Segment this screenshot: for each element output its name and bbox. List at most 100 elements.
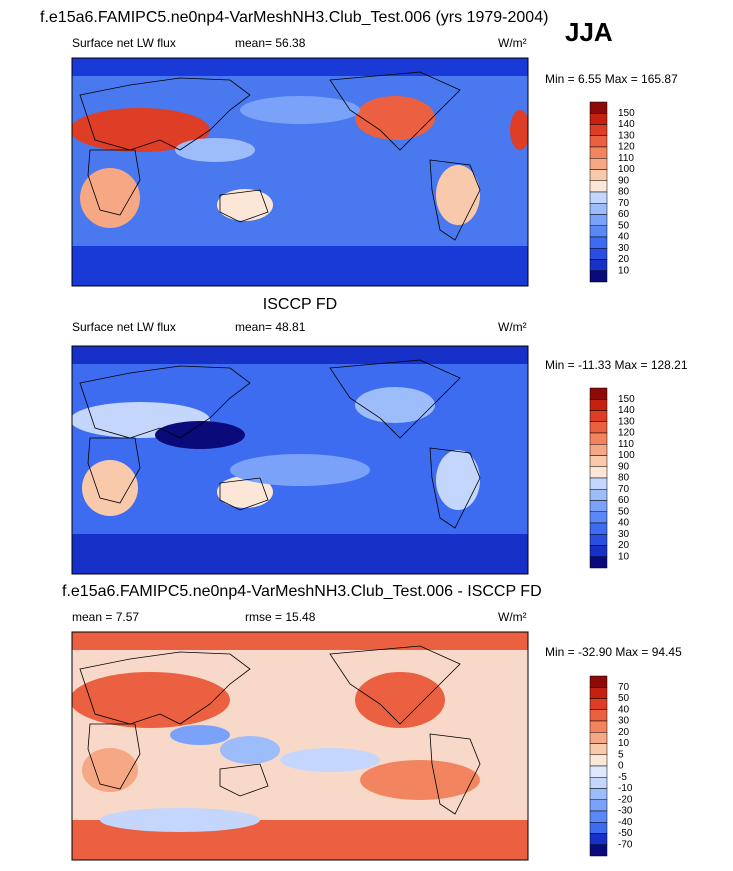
colorbar-label: -5 [618, 772, 627, 783]
colorbar-label: -30 [618, 806, 633, 817]
colorbar-box [589, 698, 608, 710]
colorbar-box [589, 455, 608, 467]
colorbar-label: 10 [618, 551, 630, 562]
field-region [436, 450, 480, 510]
colorbar-box [589, 545, 608, 557]
colorbar-label: 150 [618, 108, 635, 119]
colorbar-box [589, 743, 608, 755]
colorbar-box [589, 124, 608, 136]
coastline [429, 159, 481, 241]
colorbar-box [589, 432, 608, 445]
coastline [87, 437, 141, 504]
colorbar-label: 70 [618, 484, 630, 495]
field-region [82, 748, 138, 792]
colorbar-box [589, 687, 608, 699]
colorbar-box [589, 259, 608, 271]
colorbar-box [589, 810, 608, 823]
colorbar-label: 20 [618, 254, 630, 265]
panel-title: ISCCP FD [263, 296, 337, 313]
colorbar-label: 80 [618, 473, 630, 484]
colorbar-label: 90 [618, 175, 630, 186]
units-label: W/m² [498, 36, 527, 50]
field-region [510, 110, 528, 150]
field-region [72, 108, 210, 152]
center-label: mean= 48.81 [235, 320, 306, 334]
map-frame [71, 57, 529, 287]
map [71, 345, 529, 575]
field-region [100, 808, 260, 832]
colorbar-label: 50 [618, 220, 630, 231]
colorbar-box [589, 180, 608, 193]
polar-band [72, 534, 528, 574]
map-field [72, 632, 528, 860]
coastline [219, 477, 269, 511]
colorbar-label: 60 [618, 209, 630, 220]
coastline [219, 763, 269, 797]
field-region [220, 736, 280, 764]
polar-band [72, 58, 528, 76]
season-label: JJA [565, 17, 613, 47]
colorbar-label: 30 [618, 716, 630, 727]
min-max: Min = 6.55 Max = 165.87 [545, 72, 678, 86]
map [71, 57, 529, 287]
colorbar-box [589, 191, 608, 204]
colorbar-box [589, 158, 608, 170]
colorbar-label: 30 [618, 529, 630, 540]
field-region [360, 760, 480, 800]
polar-band [72, 346, 528, 364]
field-region [170, 725, 230, 745]
map-field [72, 58, 528, 286]
coastline [429, 447, 481, 529]
center-label: mean= 56.38 [235, 36, 306, 50]
min-max: Min = -11.33 Max = 128.21 [545, 358, 688, 372]
units-label: W/m² [498, 610, 527, 624]
colorbar-box [589, 146, 608, 159]
field-region [82, 460, 138, 516]
coastline [79, 651, 251, 725]
colorbar-label: -40 [618, 817, 633, 828]
field-region [175, 138, 255, 162]
map-frame [71, 345, 529, 575]
colorbar-label: 30 [618, 243, 630, 254]
field-region [217, 476, 273, 508]
coastline [87, 723, 141, 790]
colorbar-label: 5 [618, 749, 624, 760]
map-field [72, 346, 528, 574]
field-region [80, 168, 140, 228]
map-frame [71, 631, 529, 861]
colorbar-box [589, 466, 608, 479]
colorbar-box [589, 444, 608, 456]
coastline [87, 149, 141, 216]
colorbar-label: 50 [618, 506, 630, 517]
coastline [329, 359, 461, 439]
colorbar-box [589, 500, 608, 512]
map [71, 631, 529, 861]
colorbar-label: 40 [618, 232, 630, 243]
colorbar-box [589, 399, 608, 411]
colorbar-label: 130 [618, 416, 635, 427]
colorbar-label: 110 [618, 439, 634, 450]
colorbar-box [589, 135, 608, 148]
field-region [240, 96, 360, 124]
colorbar-box [589, 675, 608, 688]
colorbar-box [589, 113, 608, 125]
coastline [219, 189, 269, 223]
min-max: Min = -32.90 Max = 94.45 [545, 645, 682, 659]
colorbar-box [589, 534, 608, 546]
colorbar-label: 120 [618, 428, 635, 439]
coastline [329, 645, 461, 725]
left-label: mean = 7.57 [72, 610, 139, 624]
colorbar-label: 40 [618, 518, 630, 529]
field-region [280, 748, 380, 772]
colorbar-box [589, 236, 608, 249]
colorbar-label: 100 [618, 164, 635, 175]
colorbar-label: 80 [618, 187, 630, 198]
colorbar-box [589, 777, 608, 789]
colorbar-box [589, 203, 608, 215]
colorbar-box [589, 754, 608, 767]
colorbar-label: 110 [618, 153, 634, 164]
colorbar-box [589, 788, 608, 800]
field-region [217, 189, 273, 221]
colorbar-box [589, 410, 608, 422]
